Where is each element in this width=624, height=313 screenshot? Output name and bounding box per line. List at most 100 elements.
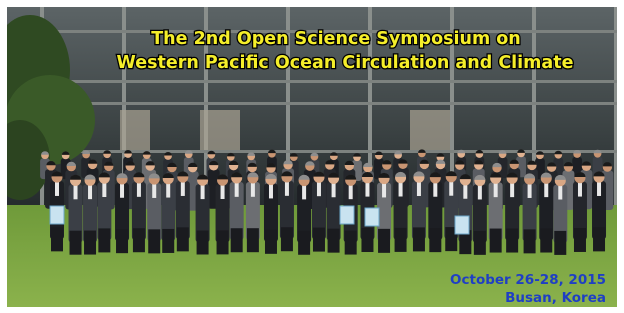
legs <box>177 227 189 251</box>
person <box>246 172 260 252</box>
person <box>69 175 83 255</box>
legs <box>378 229 390 253</box>
shirt <box>317 182 321 196</box>
shirt <box>88 185 92 199</box>
shirt <box>510 183 514 197</box>
shirt <box>528 184 532 198</box>
mullion <box>614 7 618 207</box>
shirt <box>74 185 78 199</box>
legs <box>133 228 145 252</box>
legs <box>313 228 325 252</box>
shirt <box>201 185 205 199</box>
shirt <box>166 184 170 198</box>
legs <box>281 227 293 251</box>
legs <box>361 228 373 252</box>
person <box>176 171 190 251</box>
bag <box>455 216 469 234</box>
photo-card: The 2nd Open Science Symposium on Wester… <box>0 0 624 313</box>
transom <box>7 80 617 83</box>
curtain <box>200 110 240 150</box>
shirt <box>417 182 421 196</box>
shirt <box>332 183 336 197</box>
legs <box>328 229 340 253</box>
legs <box>84 231 96 255</box>
shirt <box>463 185 467 199</box>
legs <box>540 229 552 253</box>
person <box>473 175 487 255</box>
shirt <box>597 182 601 196</box>
legs <box>217 230 229 254</box>
legs <box>148 229 160 253</box>
legs <box>413 227 425 251</box>
legs <box>395 228 407 252</box>
person <box>83 175 97 255</box>
transom <box>7 150 617 153</box>
legs <box>474 231 486 255</box>
photo <box>0 7 618 307</box>
shirt <box>433 183 437 197</box>
person <box>312 172 326 252</box>
person <box>505 173 519 253</box>
person <box>147 173 161 253</box>
shirt <box>55 182 59 196</box>
shirt <box>578 183 582 197</box>
person <box>196 174 210 254</box>
shirt <box>285 182 289 196</box>
legs <box>490 229 502 253</box>
legs <box>506 229 518 253</box>
legs <box>51 227 63 251</box>
person <box>444 171 458 251</box>
page: The 2nd Open Science Symposium on Wester… <box>0 0 624 313</box>
person <box>132 172 146 252</box>
person <box>280 171 294 251</box>
person <box>412 171 426 251</box>
transom <box>7 102 617 105</box>
shirt <box>449 182 453 196</box>
shirt <box>181 182 185 196</box>
person <box>428 172 442 252</box>
shirt <box>251 183 255 197</box>
person <box>573 172 587 252</box>
person <box>394 172 408 252</box>
curtain <box>410 110 450 150</box>
shirt <box>365 183 369 197</box>
legs <box>247 228 259 252</box>
bag <box>365 208 379 226</box>
shirt <box>137 183 141 197</box>
person <box>539 173 553 253</box>
person <box>264 174 278 254</box>
legs <box>70 231 82 255</box>
person <box>115 173 129 253</box>
person <box>97 172 111 252</box>
shirt <box>152 184 156 198</box>
legs <box>524 229 536 253</box>
person <box>458 174 472 254</box>
shirt <box>120 184 124 198</box>
shirt <box>269 184 273 198</box>
legs <box>554 231 566 255</box>
shirt <box>235 183 239 197</box>
person <box>553 175 567 255</box>
shirt <box>102 183 106 197</box>
person <box>327 173 341 253</box>
shirt <box>544 183 548 197</box>
person <box>489 173 503 253</box>
person <box>161 173 175 253</box>
legs <box>265 230 277 254</box>
person <box>592 171 606 251</box>
event-date: October 26-28, 2015 <box>450 272 606 288</box>
shirt <box>349 185 353 199</box>
shirt <box>478 185 482 199</box>
legs <box>197 230 209 254</box>
legs <box>593 227 605 251</box>
shirt <box>302 185 306 199</box>
event-location: Busan, Korea <box>505 290 606 306</box>
legs <box>231 228 243 252</box>
legs <box>162 229 174 253</box>
bag <box>50 206 64 224</box>
shirt <box>558 186 562 200</box>
shirt <box>494 183 498 197</box>
person <box>230 172 244 252</box>
shirt <box>382 183 386 197</box>
title-line: The 2nd Open Science Symposium on <box>151 29 521 49</box>
